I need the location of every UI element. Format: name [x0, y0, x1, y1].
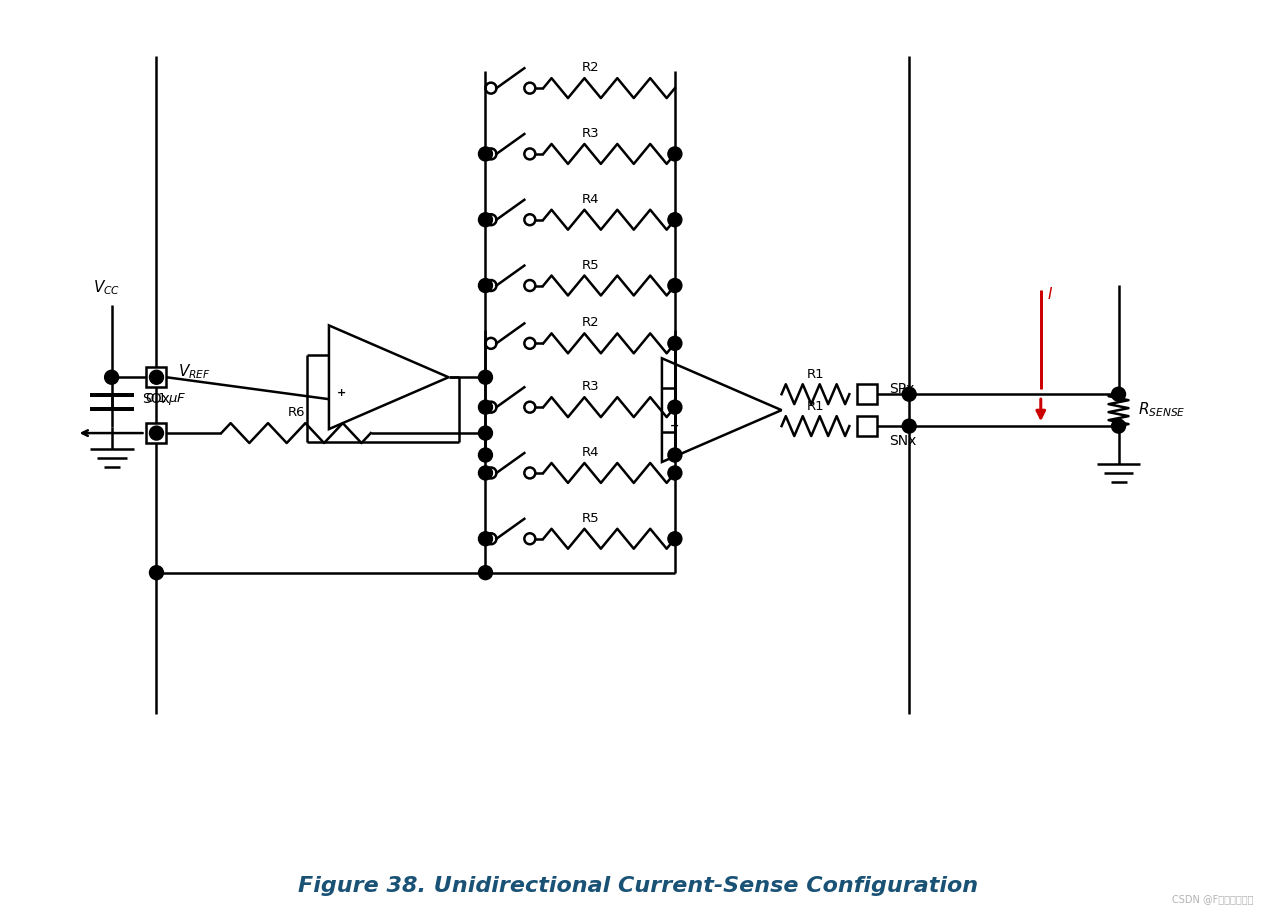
- Bar: [857, 416, 877, 436]
- Circle shape: [668, 466, 682, 480]
- Circle shape: [668, 400, 682, 414]
- Text: R4: R4: [581, 446, 599, 459]
- Text: R2: R2: [581, 317, 599, 329]
- Circle shape: [668, 448, 682, 462]
- Circle shape: [668, 147, 682, 161]
- Text: R1: R1: [807, 368, 824, 382]
- Text: SPx: SPx: [889, 382, 914, 396]
- Circle shape: [479, 532, 493, 545]
- Circle shape: [479, 147, 493, 161]
- Circle shape: [668, 337, 682, 350]
- Circle shape: [668, 213, 682, 227]
- Circle shape: [479, 426, 493, 440]
- Circle shape: [479, 466, 493, 480]
- Circle shape: [1111, 419, 1125, 433]
- Bar: [147, 367, 166, 387]
- Text: R5: R5: [581, 511, 599, 525]
- Text: SOx: SOx: [143, 393, 170, 406]
- Circle shape: [479, 448, 493, 462]
- Text: +: +: [670, 421, 679, 431]
- Text: R5: R5: [581, 259, 599, 272]
- Text: R4: R4: [581, 193, 599, 206]
- Text: $0.1\,\mu F$: $0.1\,\mu F$: [144, 392, 186, 407]
- Text: CSDN @F菌的进阶之路: CSDN @F菌的进阶之路: [1171, 894, 1253, 904]
- Circle shape: [668, 532, 682, 545]
- Circle shape: [902, 387, 916, 401]
- Text: SNx: SNx: [889, 434, 917, 448]
- Circle shape: [479, 278, 493, 293]
- Text: R3: R3: [581, 127, 599, 140]
- Text: R3: R3: [581, 381, 599, 393]
- Text: Figure 38. Unidirectional Current-Sense Configuration: Figure 38. Unidirectional Current-Sense …: [298, 876, 978, 896]
- Bar: [147, 423, 166, 443]
- Circle shape: [479, 400, 493, 414]
- Circle shape: [479, 565, 493, 579]
- Text: R1: R1: [807, 400, 824, 414]
- Circle shape: [1111, 387, 1125, 401]
- Circle shape: [149, 426, 163, 440]
- Circle shape: [149, 565, 163, 579]
- Text: +: +: [337, 388, 346, 398]
- Circle shape: [105, 371, 119, 384]
- Circle shape: [902, 419, 916, 433]
- Text: R2: R2: [581, 61, 599, 74]
- Bar: [857, 384, 877, 404]
- Text: R6: R6: [287, 406, 305, 419]
- Text: $R_{SENSE}$: $R_{SENSE}$: [1139, 401, 1186, 419]
- Circle shape: [668, 278, 682, 293]
- Text: $V_{CC}$: $V_{CC}$: [93, 279, 120, 297]
- Circle shape: [479, 371, 493, 384]
- Circle shape: [479, 213, 493, 227]
- Text: I: I: [1047, 286, 1052, 302]
- Circle shape: [149, 371, 163, 384]
- Text: $V_{REF}$: $V_{REF}$: [179, 362, 211, 381]
